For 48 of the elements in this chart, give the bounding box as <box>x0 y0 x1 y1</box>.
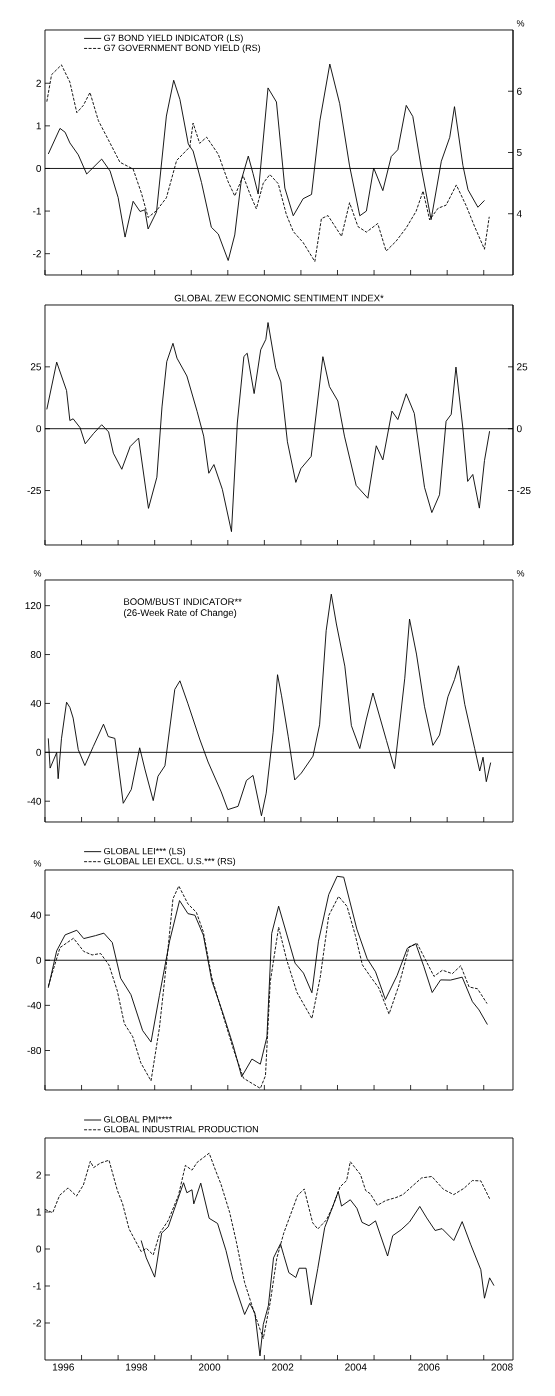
y-tick-label: -2 <box>33 250 41 258</box>
x-tick-label: 2002 <box>272 1363 294 1371</box>
y-tick-label: -1 <box>33 207 41 215</box>
y-tick-label: 0 <box>36 956 42 964</box>
chart-title: GLOBAL ZEW ECONOMIC SENTIMENT INDEX* <box>174 294 384 302</box>
legend-label: GLOBAL INDUSTRIAL PRODUCTION <box>104 1125 258 1133</box>
y-axis-title: % <box>33 570 42 577</box>
x-tick-label: 2004 <box>345 1363 367 1371</box>
x-tick-label: 1998 <box>126 1363 148 1371</box>
y-tick-label: 1 <box>36 122 41 130</box>
text: BOOM/BUST INDICATOR** <box>124 598 242 606</box>
legend-label: G7 BOND YIELD INDICATOR (LS) <box>104 34 243 43</box>
y2-tick-label: -25 <box>516 487 531 495</box>
x-tick-label: 2006 <box>418 1363 440 1371</box>
legend-label: GLOBAL LEI*** (LS) <box>104 847 186 857</box>
y2-tick-label: 25 <box>517 363 528 371</box>
x-tick-label: 1996 <box>52 1363 74 1371</box>
y2-tick-label: 5 <box>516 148 522 156</box>
y-tick-label: 0 <box>36 425 42 433</box>
legend-label: G7 GOVERNMENT BOND YIELD (RS) <box>104 44 261 53</box>
y2-tick-label: 6 <box>517 87 522 95</box>
y2-axis-title: % <box>516 20 525 27</box>
text: (26-Week Rate of Change) <box>124 609 237 618</box>
y-tick-label: 0 <box>36 748 42 756</box>
y-tick-label: -2 <box>33 1319 41 1327</box>
y-tick-label: 1 <box>36 1208 41 1216</box>
y2-axis-title: % <box>516 570 525 577</box>
y-tick-label: 80 <box>30 651 42 659</box>
y-tick-label: -1 <box>33 1282 41 1290</box>
y-tick-label: 40 <box>30 911 42 919</box>
x-tick-label: 2008 <box>491 1363 513 1371</box>
y-tick-label: -80 <box>27 1046 42 1055</box>
y-tick-label: 0 <box>36 1245 42 1253</box>
legend-label: GLOBAL LEI EXCL. U.S.*** (RS) <box>104 857 236 867</box>
y-tick-label: 2 <box>36 1171 41 1179</box>
y2-tick-label: 4 <box>516 210 522 218</box>
y-tick-label: 120 <box>25 602 42 610</box>
y-axis-title: % <box>33 860 42 867</box>
y-tick-label: 40 <box>30 699 42 707</box>
y-tick-label: -40 <box>27 797 42 805</box>
legend-label: GLOBAL PMI**** <box>104 1116 172 1123</box>
y-tick-label: 2 <box>36 79 41 87</box>
y2-tick-label: 0 <box>516 425 522 433</box>
x-tick-label: 2000 <box>198 1363 221 1371</box>
y-tick-label: -40 <box>27 1001 42 1009</box>
y-tick-label: 25 <box>30 363 42 371</box>
y-tick-label: -25 <box>27 487 42 495</box>
y-tick-label: 0 <box>36 164 42 172</box>
